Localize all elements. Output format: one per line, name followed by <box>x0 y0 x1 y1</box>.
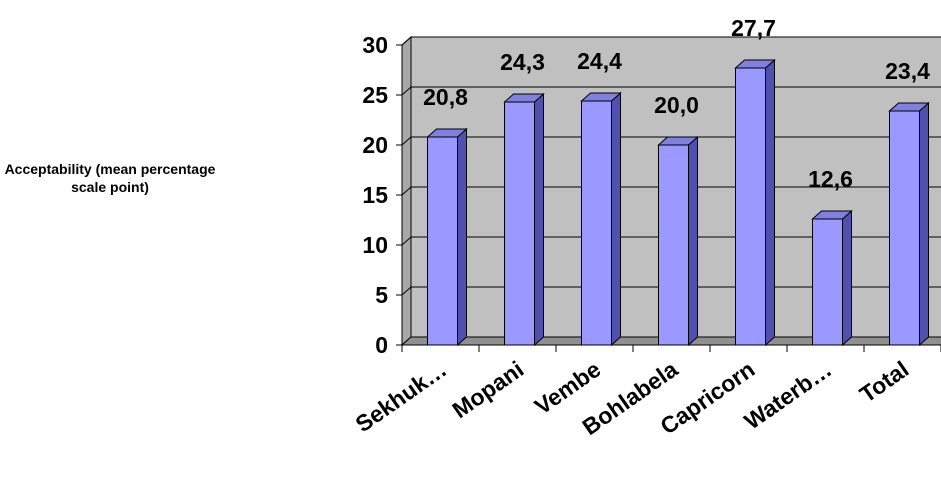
gridline-depth <box>401 236 412 246</box>
y-tick-label: 5 <box>375 282 388 308</box>
gridline-depth <box>401 36 412 46</box>
gridline-depth <box>401 86 412 96</box>
y-tick-label: 25 <box>362 82 388 108</box>
x-tick-label: Sekhuk… <box>351 356 452 437</box>
bar-side <box>457 127 467 347</box>
data-label: 24,3 <box>500 49 545 75</box>
bar <box>504 101 535 346</box>
bar-side <box>765 58 775 347</box>
y-tick-label: 20 <box>362 132 388 158</box>
bar <box>658 144 689 346</box>
y-axis-label: Acceptability (mean percentage scale poi… <box>4 161 216 195</box>
data-label: 20,8 <box>423 84 468 110</box>
bar-side <box>919 101 929 347</box>
data-label: 12,6 <box>808 166 853 192</box>
data-label: 27,7 <box>731 15 776 41</box>
bar-side <box>534 92 544 347</box>
data-label: 23,4 <box>885 58 930 84</box>
x-tick-label: Total <box>855 356 914 408</box>
bar <box>581 100 612 346</box>
gridline-depth <box>401 136 412 146</box>
y-tick-label: 30 <box>362 32 388 58</box>
bar-side <box>842 209 852 347</box>
bar <box>889 110 920 346</box>
bar-side <box>688 135 698 347</box>
bar <box>427 136 458 346</box>
x-tick-label: Mopani <box>448 356 529 423</box>
data-label: 20,0 <box>654 92 699 118</box>
data-label: 24,4 <box>577 48 622 74</box>
y-tick-label: 15 <box>362 182 388 208</box>
bar-side <box>611 91 621 347</box>
gridline-depth <box>401 186 412 196</box>
x-tick-label: Waterb… <box>739 356 836 435</box>
y-tick-label: 10 <box>362 232 388 258</box>
bar <box>812 218 843 346</box>
y-tick-label: 0 <box>375 332 388 358</box>
bar <box>735 67 766 346</box>
gridline-depth <box>401 286 412 296</box>
